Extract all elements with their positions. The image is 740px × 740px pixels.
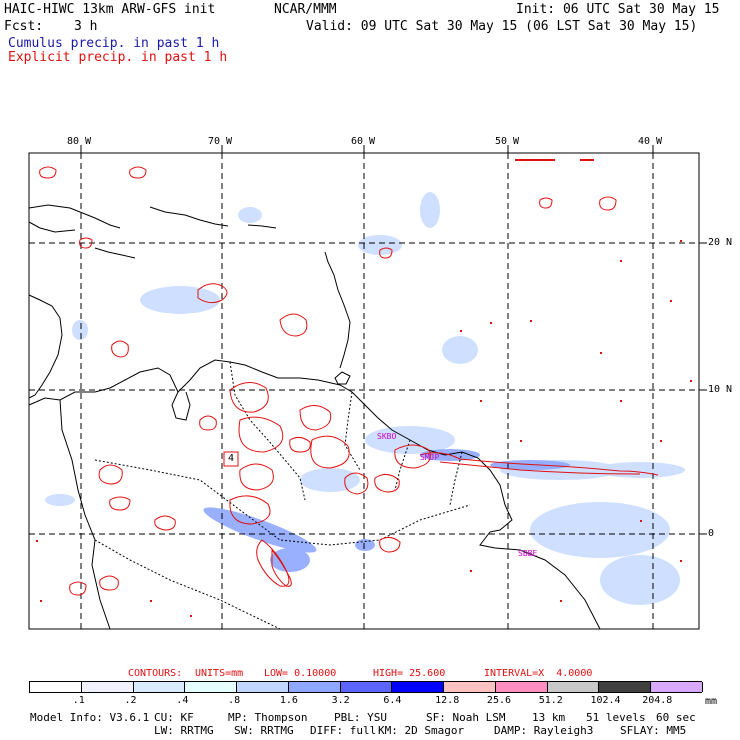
colorbar — [29, 681, 703, 693]
footer-pbl: PBL: YSU — [334, 711, 387, 724]
valid-time: Valid: 09 UTC Sat 30 May 15 (06 LST Sat … — [306, 19, 698, 34]
colorbar-swatch — [81, 682, 134, 692]
colorbar-tick-label: 25.6 — [486, 695, 512, 706]
colorbar-tick-label: 51.2 — [538, 695, 563, 706]
contours-title: CONTOURS: — [128, 668, 183, 679]
colorbar-swatch — [30, 682, 82, 692]
colorbar-swatch — [185, 682, 238, 692]
contours-interval: INTERVAL=X 4.0000 — [484, 668, 593, 679]
colorbar-swatch — [599, 682, 652, 692]
explicit-contours — [39, 166, 659, 596]
lon-label-80w: 80 W — [67, 136, 92, 147]
footer-mp: MP: Thompson — [228, 711, 308, 724]
contours-low: LOW= 0.10000 — [264, 668, 337, 679]
footer-sf: SF: Noah LSM — [426, 711, 506, 724]
station-skbo: SKBO — [377, 432, 397, 441]
colorbar-swatch — [495, 682, 548, 692]
lon-label-70w: 70 W — [208, 136, 233, 147]
explicit-legend: Explicit precip. in past 1 h — [8, 50, 228, 65]
lat-label-0: 0 — [708, 528, 715, 539]
explicit-speckles — [36, 159, 692, 617]
footer-diff: DIFF: full — [310, 724, 377, 737]
colorbar-tick-label: 6.4 — [383, 695, 402, 706]
footer-sflay: SFLAY: MM5 — [620, 724, 687, 737]
footer-cu: CU: KF — [154, 711, 194, 724]
footer-model-info: Model Info: V3.6.1 — [30, 711, 150, 724]
colorbar-tick-label: 12.8 — [435, 695, 460, 706]
org-label: NCAR/MMM — [274, 2, 337, 17]
footer-km: KM: 2D Smagor — [378, 724, 465, 737]
station-box-label: 4 — [228, 453, 235, 464]
cumulus-shading-strong — [203, 449, 570, 572]
footer-resolution: 13 km — [532, 711, 566, 724]
colorbar-tick-label: 102.4 — [590, 695, 621, 706]
contours-high: HIGH= 25.600 — [373, 668, 446, 679]
colorbar-swatch — [651, 682, 703, 692]
footer-timestep: 60 sec — [656, 711, 696, 724]
cumulus-legend: Cumulus precip. in past 1 h — [8, 36, 220, 51]
footer-damp: DAMP: Rayleigh3 — [494, 724, 594, 737]
station-sbbe: SBBE — [518, 549, 538, 558]
colorbar-swatch — [133, 682, 186, 692]
lon-label-40w: 40 W — [638, 136, 663, 147]
contours-units: UNITS=mm — [195, 668, 244, 679]
footer-sw: SW: RRTMG — [234, 724, 294, 737]
axis-ticks — [80, 145, 707, 535]
colorbar-tick-label: 3.2 — [331, 695, 350, 706]
lon-label-50w: 50 W — [495, 136, 520, 147]
lon-label-60w: 60 W — [351, 136, 376, 147]
colorbar-unit: mm — [705, 696, 718, 707]
colorbar-tick-label: .4 — [176, 695, 189, 706]
lat-label-20n: 20 N — [708, 237, 733, 248]
footer-levels: 51 levels — [586, 711, 646, 724]
colorbar-swatch — [392, 682, 445, 692]
colorbar-tick-label: 204.8 — [642, 695, 673, 706]
footer-lw: LW: RRTMG — [154, 724, 214, 737]
lat-label-10n: 10 N — [708, 384, 733, 395]
colorbar-tick-label: .8 — [228, 695, 241, 706]
colorbar-tick-label: .1 — [72, 695, 85, 706]
init-time: Init: 06 UTC Sat 30 May 15 — [516, 2, 720, 17]
colorbar-swatch — [547, 682, 600, 692]
model-title: HAIC-HIWC 13km ARW-GFS init — [4, 2, 216, 17]
coastlines — [28, 204, 601, 630]
station-smjp: SMJP — [420, 453, 440, 462]
colorbar-tick-label: .2 — [124, 695, 137, 706]
cumulus-shading — [45, 192, 685, 605]
colorbar-swatch — [444, 682, 496, 692]
colorbar-swatch — [237, 682, 289, 692]
colorbar-tick-label: 1.6 — [279, 695, 298, 706]
fcst-label: Fcst: — [4, 19, 44, 34]
station-box — [223, 451, 239, 467]
graticule — [29, 153, 699, 629]
colorbar-swatch — [340, 682, 393, 692]
fcst-value: 3 h — [74, 19, 98, 34]
colorbar-swatch — [288, 682, 341, 692]
